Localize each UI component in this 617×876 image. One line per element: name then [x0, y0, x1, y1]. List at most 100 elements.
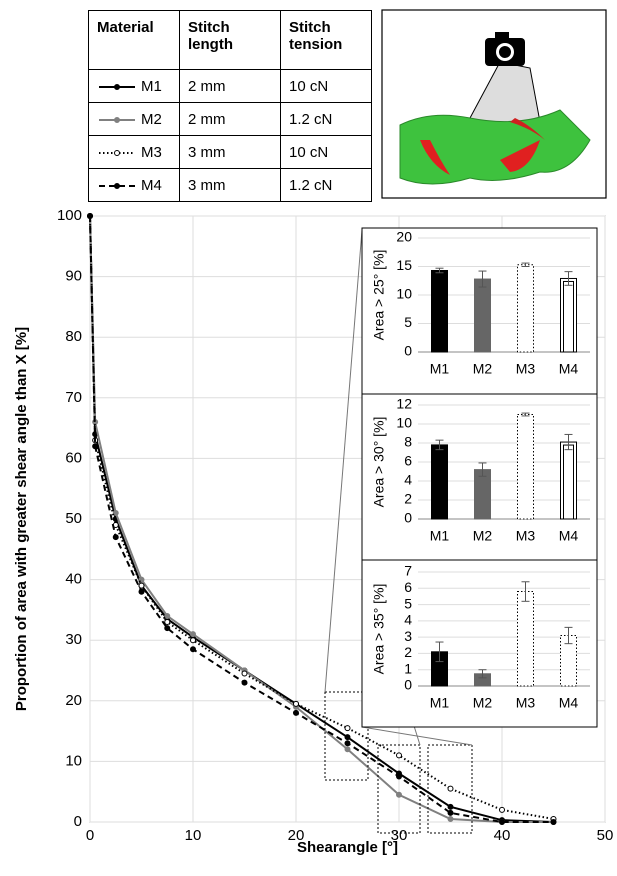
error-bar	[521, 412, 530, 417]
x-tick-label: M1	[430, 528, 450, 544]
y-tick-label: 0	[404, 343, 412, 359]
error-bar	[478, 462, 487, 477]
x-tick-label: M4	[559, 528, 579, 544]
bar	[431, 269, 448, 353]
x-tick-label: 40	[494, 827, 511, 844]
y-tick-label: 4	[404, 472, 412, 488]
y-tick-label: 20	[396, 229, 412, 245]
x-tick-label: M2	[473, 695, 493, 711]
y-tick-label: 10	[396, 415, 412, 431]
series-marker	[447, 803, 454, 810]
table-cell: 2 mm	[179, 69, 281, 103]
bar	[474, 469, 491, 520]
series-marker	[190, 646, 196, 653]
series-marker	[241, 679, 248, 686]
legend-swatch	[99, 116, 135, 123]
x-tick-label: 0	[86, 827, 94, 844]
x-tick-label: M2	[473, 361, 493, 377]
table-cell: 2 mm	[179, 102, 281, 136]
legend-swatch	[99, 182, 135, 189]
series-marker	[447, 815, 454, 822]
y-tick-label: 3	[404, 628, 412, 644]
error-bar	[521, 581, 530, 602]
series-marker	[138, 588, 145, 595]
error-bar	[478, 669, 487, 679]
x-axis-label: Shearangle [°]	[297, 839, 398, 856]
series-marker	[499, 819, 505, 825]
bar	[560, 441, 577, 520]
y-axis-label: Area > 35° [%]	[371, 584, 387, 675]
table-cell: M3	[88, 135, 180, 169]
bar	[517, 264, 534, 353]
legend-marker	[114, 116, 120, 123]
illustration	[381, 9, 607, 199]
legend-table: Material Stitch length Stitch tension M1…	[88, 10, 372, 202]
x-tick-label: M1	[430, 695, 450, 711]
series-marker	[499, 806, 505, 813]
series-marker	[112, 534, 119, 541]
y-tick-label: 6	[404, 579, 412, 595]
y-tick-label: 20	[65, 692, 82, 709]
series-marker	[138, 582, 145, 589]
y-tick-label: 30	[65, 631, 82, 648]
y-tick-label: 40	[65, 571, 82, 588]
y-tick-label: 7	[404, 563, 412, 579]
legend-label: M3	[141, 143, 162, 161]
y-tick-label: 10	[396, 286, 412, 302]
x-tick-label: M2	[473, 528, 493, 544]
bar	[474, 278, 491, 353]
series-marker	[396, 773, 402, 780]
series-marker	[190, 631, 196, 638]
y-tick-label: 100	[57, 207, 82, 224]
series-marker	[293, 700, 299, 707]
error-bar	[435, 641, 444, 663]
legend-marker	[114, 83, 120, 90]
legend-label: M1	[141, 77, 162, 95]
inset-panels	[361, 227, 598, 728]
zoom-boxes	[324, 691, 473, 834]
table-cell: M4	[88, 168, 180, 202]
y-tick-label: 10	[65, 752, 82, 769]
legend-label: M4	[141, 176, 162, 194]
series-marker	[344, 740, 351, 747]
y-tick-label: 5	[404, 595, 412, 611]
y-axis-label: Proportion of area with greater shear an…	[13, 327, 30, 711]
error-bar	[564, 271, 573, 286]
table-cell: 1.2 cN	[280, 168, 372, 202]
x-tick-label: 10	[185, 827, 202, 844]
x-tick-label: M1	[430, 361, 450, 377]
x-tick-label: M4	[559, 695, 579, 711]
table-cell: 3 mm	[179, 168, 281, 202]
table-cell: M2	[88, 102, 180, 136]
y-tick-label: 12	[396, 396, 412, 412]
error-bar	[435, 439, 444, 451]
legend-swatch	[99, 149, 135, 156]
error-bar	[521, 262, 530, 267]
table-cell: 10 cN	[280, 69, 372, 103]
y-tick-label: 2	[404, 491, 412, 507]
x-tick-label: 50	[597, 827, 614, 844]
series-marker	[164, 619, 171, 626]
y-tick-label: 8	[404, 434, 412, 450]
bar	[431, 444, 448, 520]
y-tick-label: 2	[404, 644, 412, 660]
series-marker	[112, 509, 119, 516]
series-marker	[447, 785, 454, 792]
series-marker	[396, 752, 402, 759]
y-tick-label: 60	[65, 449, 82, 466]
y-tick-label: 0	[404, 510, 412, 526]
y-tick-label: 6	[404, 453, 412, 469]
x-tick-label: 30	[391, 827, 408, 844]
bar	[517, 414, 534, 520]
table-cell: 10 cN	[280, 135, 372, 169]
legend-swatch	[99, 83, 135, 90]
series-marker	[190, 637, 196, 644]
y-tick-label: 70	[65, 389, 82, 406]
bar	[517, 591, 534, 687]
y-axis-label: Area > 25° [%]	[371, 250, 387, 341]
series-marker	[241, 670, 248, 677]
y-tick-label: 1	[404, 660, 412, 676]
series-marker	[92, 443, 99, 450]
